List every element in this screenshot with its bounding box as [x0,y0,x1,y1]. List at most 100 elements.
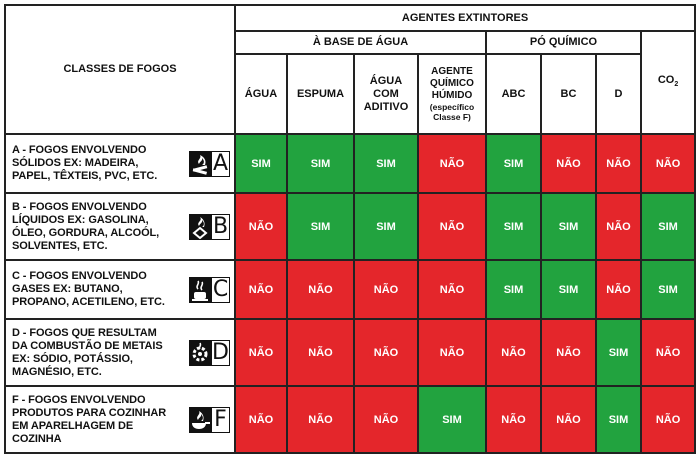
fire-pictogram [189,339,211,366]
class-description-line: SÓLIDOS EX: MADEIRA, [12,157,139,169]
class-description-line: PRODUTOS PARA COZINHAR [12,406,167,419]
cell-c-espuma: NÃO [286,259,355,320]
class-description-line: DA COMBUSTÃO DE METAIS [12,339,163,352]
class-letter-badge: C [211,276,230,303]
col-co2: CO2 [639,30,697,135]
cell-d-co2: NÃO [639,318,697,387]
burning-metal-icon: D [189,339,230,366]
class-c-cell: C - FOGOS ENVOLVENDO GASES EX: BUTANO, PRO… [4,259,236,320]
cell-c-agente-quimico-humido: NÃO [417,259,487,320]
cell-b-co2: SIM [639,192,697,261]
cell-a-d: NÃO [595,133,642,194]
cell-c-abc: SIM [485,259,542,320]
burning-liquid-icon: B [189,213,230,240]
cell-b-espuma: SIM [286,192,355,261]
fire-pictogram [189,276,211,303]
class-a-cell: A - FOGOS ENVOLVENDO SÓLIDOS EX: MADEIRA,… [4,133,236,194]
col-agua: ÁGUA [234,53,288,135]
col-bc: BC [540,53,597,135]
cell-f-agua: NÃO [234,385,288,454]
class-letter-badge: F [211,406,230,433]
cell-d-agua: NÃO [234,318,288,387]
cell-d-agente-quimico-humido: NÃO [417,318,487,387]
cell-a-abc: SIM [485,133,542,194]
class-description-line: A - FOGOS ENVOLVENDO [12,144,147,156]
burning-pan-icon: F [189,406,230,433]
class-description: D - FOGOS QUE RESULTAM DA COMBUSTÃO DE ME… [12,327,163,379]
cell-a-agente-quimico-humido: NÃO [417,133,487,194]
class-description-line: LÍQUIDOS EX: GASOLINA, [12,213,149,226]
fire-pictogram [189,406,211,433]
cell-d-d: SIM [595,318,642,387]
table-row: B - FOGOS ENVOLVENDO LÍQUIDOS EX: GASOLIN… [4,192,697,261]
class-description-line: ÓLEO, GORDURA, ALCOÓL, [12,226,160,239]
col-agente-quimico-humido: AGENTE QUÍMICO HÚMIDO (específico Classe… [417,53,487,135]
class-description: A - FOGOS ENVOLVENDO SÓLIDOS EX: MADEIRA,… [12,144,157,183]
table-body: A - FOGOS ENVOLVENDO SÓLIDOS EX: MADEIRA,… [4,133,697,454]
class-d-cell: D - FOGOS QUE RESULTAM DA COMBUSTÃO DE ME… [4,318,236,387]
cell-a-bc: NÃO [540,133,597,194]
cell-d-abc: NÃO [485,318,542,387]
class-description-line: C - FOGOS ENVOLVENDO [12,270,147,282]
class-description-line: F - FOGOS ENVOLVENDO [12,393,146,406]
cell-a-agua-com-aditivo: SIM [353,133,419,194]
cell-b-d: NÃO [595,192,642,261]
cell-c-agua-com-aditivo: NÃO [353,259,419,320]
burning-gas-icon: C [189,276,230,303]
cell-b-agente-quimico-humido: NÃO [417,192,487,261]
agentes-extintores-header: AGENTES EXTINTORES [233,4,697,32]
class-letter-badge: B [211,213,230,240]
table-row: C - FOGOS ENVOLVENDO GASES EX: BUTANO, PRO… [4,259,697,320]
cell-f-bc: NÃO [540,385,597,454]
cell-f-agente-quimico-humido: SIM [417,385,487,454]
cell-f-co2: NÃO [639,385,697,454]
cell-f-agua-com-aditivo: NÃO [353,385,419,454]
class-description-line: MAGNÉSIO, ETC. [12,365,102,378]
cell-a-espuma: SIM [286,133,355,194]
col-agua-com-aditivo: ÁGUA COM ADITIVO [353,53,419,135]
table-row: A - FOGOS ENVOLVENDO SÓLIDOS EX: MADEIRA,… [4,133,697,194]
cell-b-abc: SIM [485,192,542,261]
col-d: D [595,53,642,135]
base-agua-header: À BASE DE ÁGUA [234,30,487,55]
fire-extinguisher-table: CLASSES DE FOGOS AGENTES EXTINTORES À BA… [4,4,697,454]
class-description-line: COZINHA [12,432,62,445]
class-b-cell: B - FOGOS ENVOLVENDO LÍQUIDOS EX: GASOLIN… [4,192,236,261]
class-letter-badge: A [211,150,230,177]
burning-solid-icon: A [189,150,230,177]
cell-f-abc: NÃO [485,385,542,454]
cell-b-agua: NÃO [234,192,288,261]
cell-b-agua-com-aditivo: SIM [353,192,419,261]
class-description-line: B - FOGOS ENVOLVENDO [12,200,147,213]
class-description-line: EX: SÓDIO, POTÁSSIO, [12,352,133,365]
cell-c-co2: SIM [639,259,697,320]
cell-a-agua: SIM [234,133,288,194]
fire-pictogram [189,213,211,240]
col-espuma: ESPUMA [286,53,355,135]
class-description: B - FOGOS ENVOLVENDO LÍQUIDOS EX: GASOLIN… [12,201,159,253]
cell-d-espuma: NÃO [286,318,355,387]
class-description-line: PAPEL, TÊXTEIS, PVC, ETC. [12,170,158,182]
cell-b-bc: SIM [540,192,597,261]
class-description-line: D - FOGOS QUE RESULTAM [12,326,157,339]
class-description: C - FOGOS ENVOLVENDO GASES EX: BUTANO, PRO… [12,270,165,309]
class-description: F - FOGOS ENVOLVENDO PRODUTOS PARA COZINH… [12,394,166,446]
cell-f-d: SIM [595,385,642,454]
class-description-line: SOLVENTES, ETC. [12,239,108,252]
cell-c-agua: NÃO [234,259,288,320]
cell-f-espuma: NÃO [286,385,355,454]
po-quimico-header: PÓ QUÍMICO [485,30,642,55]
class-f-cell: F - FOGOS ENVOLVENDO PRODUTOS PARA COZINH… [4,385,236,454]
class-description-line: PROPANO, ACETILENO, ETC. [12,296,165,308]
class-description-line: EM APARELHAGEM DE [12,419,134,432]
col-abc: ABC [485,53,542,135]
cell-d-agua-com-aditivo: NÃO [353,318,419,387]
classes-de-fogos-header: CLASSES DE FOGOS [4,4,236,135]
class-description-line: GASES EX: BUTANO, [12,283,123,295]
class-letter-badge: D [211,339,230,366]
table-row: D - FOGOS QUE RESULTAM DA COMBUSTÃO DE ME… [4,318,697,387]
cell-d-bc: NÃO [540,318,597,387]
cell-a-co2: NÃO [639,133,697,194]
table-row: F - FOGOS ENVOLVENDO PRODUTOS PARA COZINH… [4,385,697,454]
cell-c-bc: SIM [540,259,597,320]
